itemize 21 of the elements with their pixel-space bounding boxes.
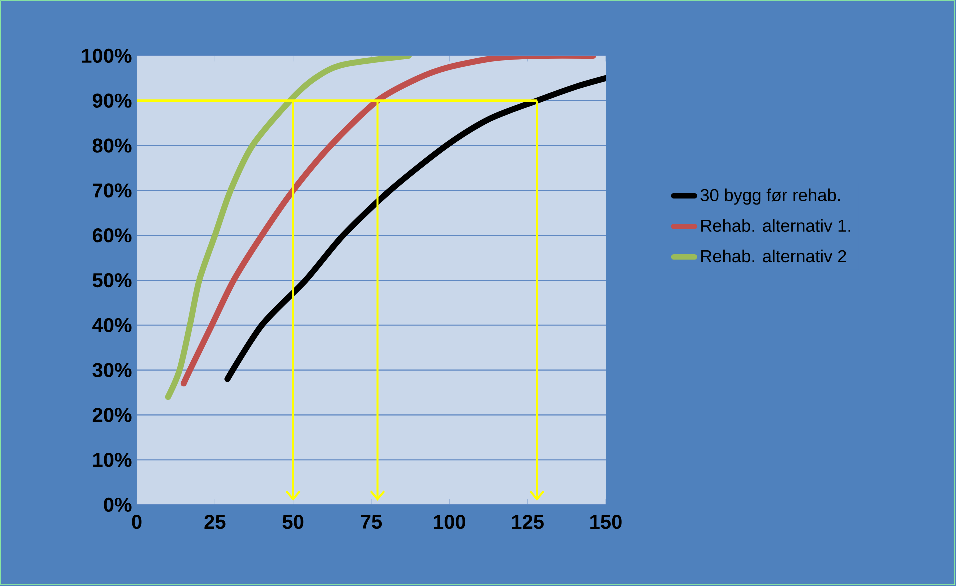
legend-label: 30 bygg før rehab.: [700, 188, 840, 205]
x-tick-label: 100: [434, 515, 466, 530]
x-tick-label: 0: [132, 515, 142, 530]
x-tick-label: 150: [590, 515, 622, 530]
y-tick-label: 50%: [92, 273, 132, 288]
y-tick-label: 30%: [92, 363, 132, 378]
legend-label: Rehab. alternativ 2: [702, 250, 846, 263]
y-tick-label: 20%: [92, 408, 132, 422]
y-tick-label: 80%: [92, 138, 132, 153]
y-tick-label: 40%: [92, 318, 132, 332]
x-tick-label: 25: [204, 515, 226, 530]
y-tick-label: 10%: [94, 453, 132, 468]
y-tick-label: 0%: [104, 498, 132, 512]
x-tick-label: 50: [282, 515, 304, 530]
x-tick-label: 125: [512, 515, 544, 530]
y-tick-label: 60%: [92, 228, 132, 243]
x-tick-label: 75: [361, 515, 382, 529]
y-tick-label: 70%: [93, 184, 132, 198]
legend-label: Rehab. alternativ 1.: [702, 219, 850, 232]
y-tick-label: 100%: [82, 48, 132, 64]
y-tick-label: 90%: [92, 94, 132, 108]
